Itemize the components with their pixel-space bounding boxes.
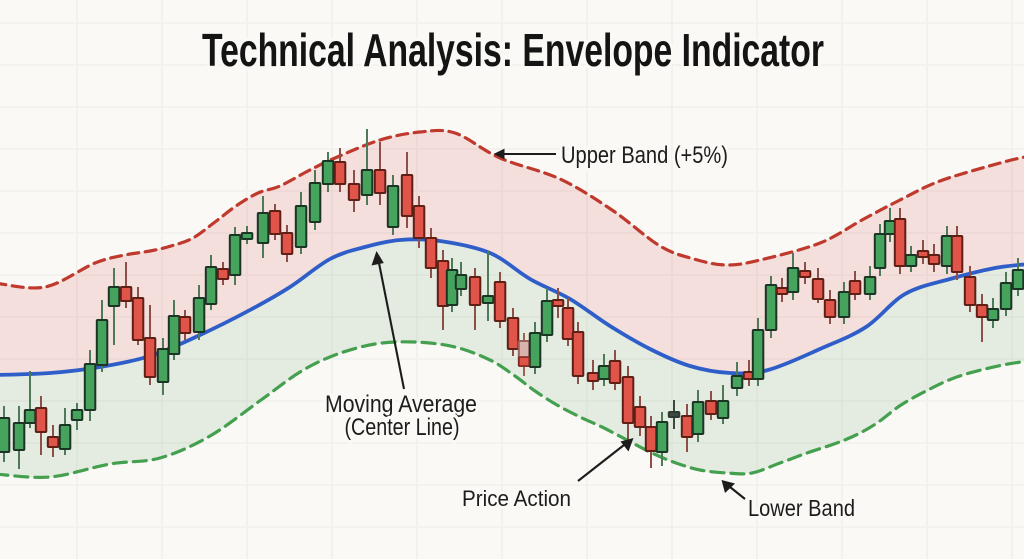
- svg-text:Lower Band: Lower Band: [748, 495, 855, 521]
- svg-text:Moving Average: Moving Average: [325, 391, 477, 418]
- svg-text:(Center Line): (Center Line): [345, 414, 460, 441]
- svg-text:Upper Band (+5%): Upper Band (+5%): [561, 142, 728, 169]
- svg-text:Technical Analysis: Envelope I: Technical Analysis: Envelope Indicator: [202, 24, 824, 76]
- svg-text:Price Action: Price Action: [462, 486, 571, 511]
